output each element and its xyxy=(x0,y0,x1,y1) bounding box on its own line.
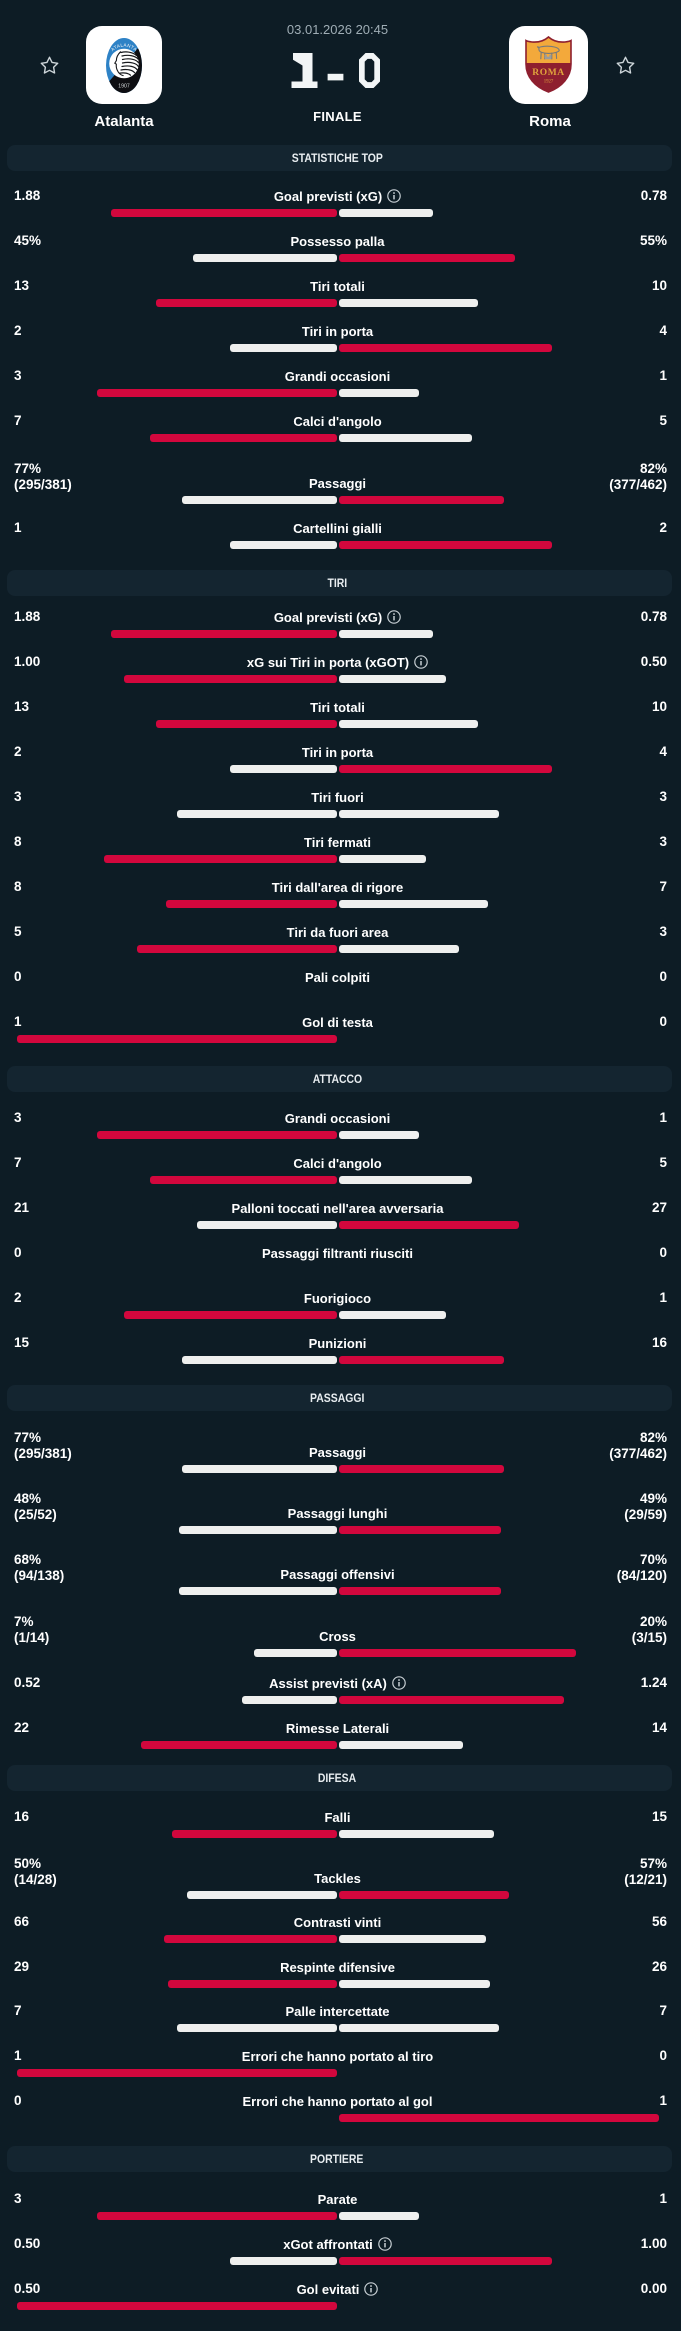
svg-text:1907: 1907 xyxy=(118,84,130,90)
svg-text:ROMA: ROMA xyxy=(532,68,564,78)
svg-text:1927: 1927 xyxy=(544,80,554,85)
